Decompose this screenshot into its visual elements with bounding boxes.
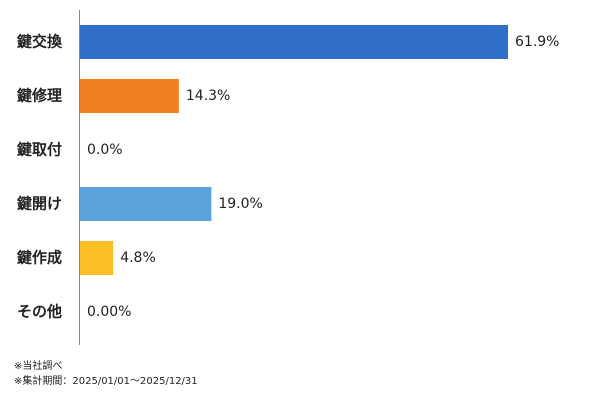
- bar: [80, 79, 179, 113]
- category-label: 鍵作成: [17, 249, 62, 267]
- value-label: 0.00%: [87, 304, 131, 320]
- footnote: ※当社調べ: [14, 359, 62, 372]
- bar: [80, 187, 212, 221]
- value-label: 61.9%: [515, 34, 559, 50]
- category-label: 鍵開け: [17, 195, 62, 213]
- bar: [80, 241, 114, 275]
- value-label: 14.3%: [186, 88, 230, 104]
- footnote: ※集計期間：2025/01/01～2025/12/31: [14, 374, 198, 387]
- bar: [80, 25, 508, 59]
- value-label: 0.0%: [87, 142, 123, 158]
- category-label: 鍵交換: [17, 33, 63, 51]
- value-label: 4.8%: [120, 250, 156, 266]
- category-label: 鍵取付: [17, 141, 62, 159]
- value-label: 19.0%: [218, 196, 262, 212]
- category-label: その他: [17, 303, 62, 321]
- category-label: 鍵修理: [17, 87, 62, 105]
